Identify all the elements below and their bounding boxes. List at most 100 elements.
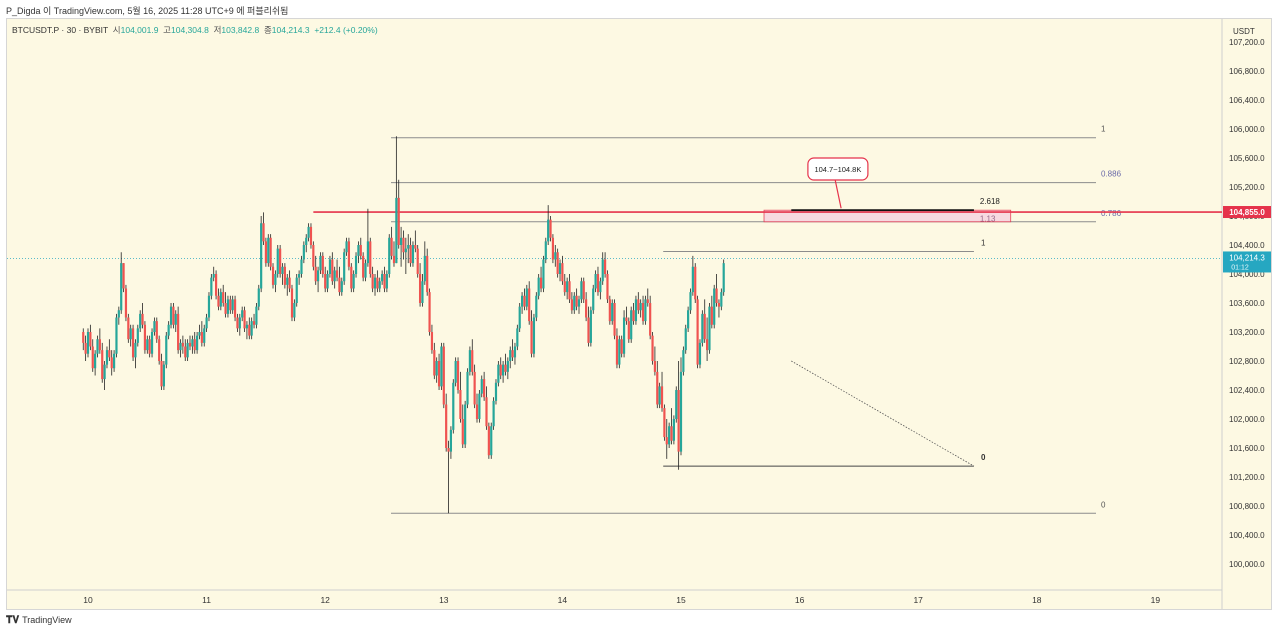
candle-body	[570, 299, 573, 311]
candle-body	[98, 339, 101, 351]
price-tick-label: 105,200.0	[1229, 183, 1265, 192]
candle-body	[255, 306, 258, 325]
candle-body	[274, 274, 277, 285]
candle-body	[630, 310, 633, 340]
candle-body	[324, 274, 327, 289]
candle-body	[127, 317, 130, 340]
candle-body	[563, 281, 566, 293]
candle-body	[499, 364, 502, 376]
candle-body	[440, 346, 443, 387]
trend-line	[791, 360, 975, 467]
candle-body	[620, 339, 623, 354]
candle-body	[435, 361, 438, 376]
price-tick-label: 106,400.0	[1229, 96, 1265, 105]
candle-body	[276, 248, 279, 274]
candle-body	[471, 350, 474, 372]
candle-body	[214, 274, 218, 296]
candle-body	[250, 321, 253, 336]
candle-body	[456, 361, 460, 390]
candle-body	[480, 379, 483, 394]
currency-label[interactable]: USDT	[1233, 27, 1255, 36]
candle-body	[252, 321, 256, 325]
candle-body	[193, 339, 196, 351]
fib-level-label: 0	[1101, 500, 1106, 509]
candle-body	[428, 292, 431, 332]
candle-body	[684, 328, 687, 351]
candle-body	[309, 226, 313, 245]
price-tick-label: 103,600.0	[1229, 299, 1265, 308]
candle-body	[461, 419, 464, 445]
candle-body	[143, 324, 147, 351]
candle-body	[131, 328, 135, 358]
low-value: 103,842.8	[221, 25, 260, 35]
candle-body	[86, 332, 90, 354]
candle-body	[672, 419, 675, 441]
symbol-name[interactable]: BTCUSDT.P · 30 · BYBIT	[12, 25, 109, 35]
candle-body	[596, 274, 600, 293]
candle-body	[179, 342, 182, 351]
time-tick-label: 19	[1151, 595, 1161, 605]
candle-body	[682, 350, 685, 372]
candle-body	[646, 299, 649, 303]
annotation-box	[807, 157, 869, 181]
price-tick-label: 100,800.0	[1229, 502, 1265, 511]
candle-body	[229, 299, 232, 311]
price-tick-label: 102,400.0	[1229, 386, 1265, 395]
candle-body	[207, 295, 211, 318]
candle-body	[523, 295, 526, 307]
candle-body	[468, 350, 471, 372]
candle-body	[203, 328, 206, 343]
candle-body	[115, 317, 118, 354]
candle-body	[715, 288, 718, 303]
candle-body	[426, 255, 429, 293]
candle-body	[181, 342, 184, 347]
candle-body	[293, 303, 296, 318]
candle-body	[670, 426, 673, 441]
candle-body	[516, 328, 519, 347]
chart-frame[interactable]	[6, 18, 1272, 610]
candle-body	[644, 299, 647, 322]
candle-body	[504, 364, 507, 372]
candle-body	[414, 245, 417, 249]
candle-body	[668, 426, 671, 445]
candle-body	[286, 277, 289, 285]
candle-body	[302, 245, 305, 260]
price-tick-label: 104,400.0	[1229, 241, 1265, 250]
candle-body	[589, 310, 592, 343]
candle-body	[532, 317, 536, 354]
candle-body	[615, 335, 619, 365]
candle-body	[141, 313, 144, 325]
candle-body	[513, 346, 517, 358]
candle-body	[383, 274, 386, 289]
candle-body	[305, 237, 308, 245]
candle-body	[691, 266, 694, 293]
candle-body	[641, 303, 645, 322]
candle-body	[582, 281, 585, 300]
candle-body	[381, 274, 384, 282]
candle-body	[150, 332, 154, 354]
candle-body	[625, 317, 628, 322]
fib-ext-extra-label: 1.13	[980, 214, 996, 223]
candle-body	[722, 263, 725, 293]
tradingview-logo[interactable]: 𝐓𝐕 TradingView	[6, 615, 72, 626]
candle-body	[442, 346, 445, 405]
candle-body	[511, 350, 514, 358]
fib-level-label: 0.786	[1101, 209, 1122, 218]
candle-body	[632, 310, 635, 322]
price-line-badge	[1223, 206, 1271, 219]
candle-body	[362, 255, 365, 278]
candle-body	[300, 259, 303, 274]
candle-body	[430, 332, 434, 351]
candle-body	[158, 339, 161, 361]
candle-body	[352, 274, 355, 289]
candle-body	[494, 382, 498, 401]
candle-body	[134, 342, 137, 358]
candle-body	[105, 350, 109, 365]
time-axis[interactable]: 10 11 12 13 14 15 16 17 18 19	[83, 595, 1160, 605]
candle-body	[705, 339, 709, 351]
candle-body	[627, 321, 630, 340]
change-value: +212.4 (+0.20%)	[314, 25, 378, 35]
price-axis[interactable]: 107,200.0 106,800.0 106,400.0 106,000.0 105,…	[1229, 38, 1265, 569]
candle-body	[689, 292, 692, 311]
